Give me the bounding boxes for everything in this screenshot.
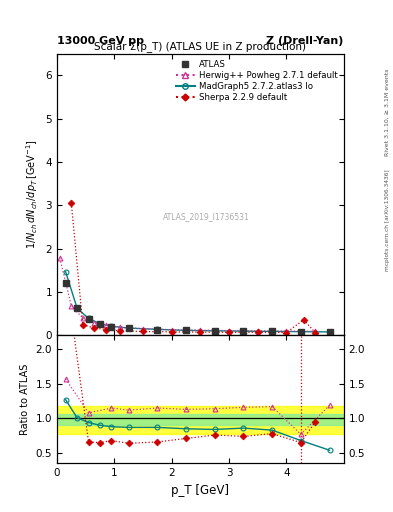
Legend: ATLAS, Herwig++ Powheg 2.7.1 default, MadGraph5 2.7.2.atlas3 lo, Sherpa 2.2.9 de: ATLAS, Herwig++ Powheg 2.7.1 default, Ma… — [174, 58, 340, 104]
X-axis label: p_T [GeV]: p_T [GeV] — [171, 484, 230, 497]
Text: mcplots.cern.ch [arXiv:1306.3436]: mcplots.cern.ch [arXiv:1306.3436] — [385, 169, 390, 271]
Bar — [57, 406, 344, 434]
Y-axis label: Ratio to ATLAS: Ratio to ATLAS — [20, 364, 30, 435]
Text: ATLAS_2019_I1736531: ATLAS_2019_I1736531 — [163, 212, 250, 222]
Bar — [57, 414, 344, 425]
Text: Rivet 3.1.10, ≥ 3.1M events: Rivet 3.1.10, ≥ 3.1M events — [385, 69, 390, 156]
Text: Z (Drell-Yan): Z (Drell-Yan) — [266, 35, 344, 46]
Title: Scalar Σ(p_T) (ATLAS UE in Z production): Scalar Σ(p_T) (ATLAS UE in Z production) — [94, 41, 307, 53]
Y-axis label: $1/N_{ch}\,dN_{ch}/dp_T\,[\mathrm{GeV}^{-1}]$: $1/N_{ch}\,dN_{ch}/dp_T\,[\mathrm{GeV}^{… — [24, 140, 40, 249]
Text: 13000 GeV pp: 13000 GeV pp — [57, 35, 144, 46]
